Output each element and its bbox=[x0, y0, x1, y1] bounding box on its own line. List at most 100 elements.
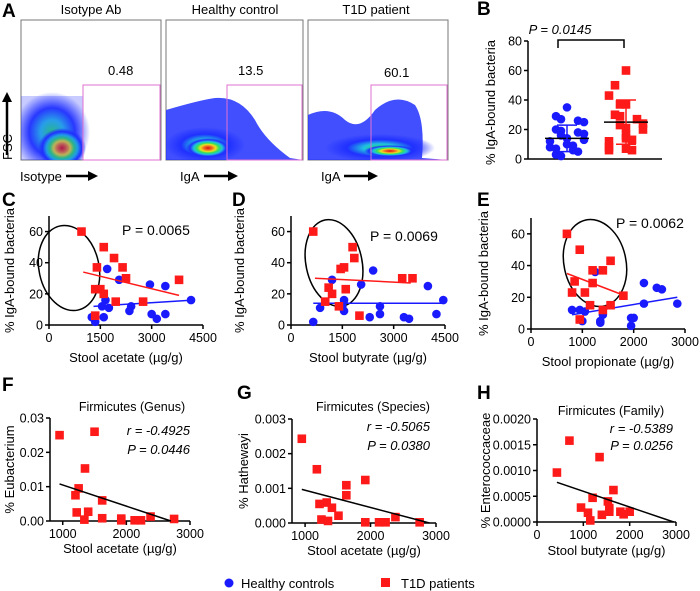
x-tick-label: 3000 bbox=[138, 331, 166, 345]
p-value: P = 0.0065 bbox=[122, 222, 190, 238]
t1d-point bbox=[355, 311, 364, 320]
t1d-point bbox=[361, 475, 370, 485]
t1d-point bbox=[638, 119, 648, 128]
y-tick-label: 20 bbox=[29, 287, 43, 301]
y-tick-label: 0 bbox=[36, 319, 43, 333]
fsc-axis-label: FSC bbox=[0, 92, 15, 160]
t1d-point bbox=[615, 120, 625, 130]
panel-label-f: F bbox=[2, 375, 14, 396]
y-tick-label: 60 bbox=[271, 225, 285, 239]
t1d-point bbox=[77, 227, 86, 236]
highlight-ellipse bbox=[37, 224, 101, 312]
healthy-point bbox=[375, 302, 385, 311]
t1d-point bbox=[317, 515, 326, 524]
t1d-point bbox=[598, 305, 608, 315]
t1d-point bbox=[169, 514, 179, 524]
t1d-point bbox=[588, 266, 597, 275]
t1d-point bbox=[297, 434, 307, 444]
y-tick-label: 0.003 bbox=[255, 413, 286, 427]
gate-percent: 60.1 bbox=[384, 65, 409, 80]
x-tick-label: 1500 bbox=[328, 331, 356, 345]
y-axis-label: % Eubacterium bbox=[2, 425, 17, 513]
t1d-point bbox=[116, 516, 126, 525]
gate bbox=[370, 84, 448, 161]
t1d-point bbox=[97, 496, 107, 505]
t1d-point bbox=[80, 464, 90, 473]
panel-e: E 0 20 40 60 0 1000 2000 3000 Stool propionate (… bbox=[476, 190, 699, 369]
x-tick-label: 1000 bbox=[569, 528, 597, 542]
healthy-point bbox=[567, 305, 577, 315]
x-axis-label: Stool butyrate (µg/g) bbox=[309, 350, 427, 365]
y-tick-label: 60 bbox=[29, 225, 43, 239]
flow-plot-healthy: Healthy control 13.5 IgA bbox=[165, 2, 304, 184]
x-tick-label: 1000 bbox=[568, 335, 596, 349]
t1d-point bbox=[342, 490, 351, 500]
t1d-point bbox=[99, 242, 109, 252]
t1d-point bbox=[606, 300, 615, 310]
y-tick-label: 60 bbox=[511, 227, 525, 241]
y-axis-label: % IgA-bound bacteria bbox=[483, 39, 498, 165]
significance-bracket bbox=[557, 39, 625, 48]
healthy-point bbox=[579, 117, 589, 127]
healthy-point bbox=[579, 135, 589, 145]
t1d-point bbox=[334, 302, 344, 311]
r-value: r = -0.5389 bbox=[610, 421, 673, 436]
healthy-point bbox=[639, 299, 649, 308]
x-tick-label: 0 bbox=[288, 331, 295, 345]
gate bbox=[82, 84, 161, 161]
gate-percent: 13.5 bbox=[238, 63, 263, 78]
x-tick-label: 0 bbox=[46, 331, 53, 345]
t1d-point bbox=[604, 137, 614, 146]
t1d-point bbox=[615, 100, 625, 109]
arrow-right-icon bbox=[368, 171, 378, 181]
t1d-point bbox=[604, 507, 614, 516]
x-axis-label: Stool butyrate (µg/g) bbox=[547, 543, 665, 558]
t1d-point bbox=[610, 110, 620, 120]
t1d-point bbox=[567, 288, 577, 297]
healthy-point bbox=[102, 264, 112, 274]
x-tick-label: 4500 bbox=[189, 331, 217, 345]
t1d-point bbox=[619, 291, 628, 300]
t1d-point bbox=[320, 297, 330, 306]
t1d-point bbox=[72, 508, 82, 517]
t1d-point bbox=[136, 516, 146, 525]
t1d-point bbox=[606, 256, 615, 266]
t1d-point bbox=[615, 111, 625, 121]
healthy-point bbox=[423, 281, 433, 291]
t1d-point bbox=[609, 485, 618, 495]
t1d-point bbox=[632, 114, 642, 124]
t1d-point bbox=[585, 300, 595, 310]
t1d-point bbox=[580, 288, 590, 297]
x-axis-label: Stool propionate (µg/g) bbox=[542, 354, 675, 369]
healthy-point bbox=[375, 309, 385, 319]
y-tick-label: 0.0020 bbox=[493, 413, 531, 427]
gate-percent: 0.48 bbox=[108, 63, 133, 78]
p-value: P = 0.0380 bbox=[367, 438, 431, 453]
t1d-point bbox=[610, 80, 620, 90]
t1d-point bbox=[621, 66, 631, 75]
healthy-point bbox=[356, 280, 366, 289]
panel-label-h: H bbox=[477, 383, 491, 404]
t1d-point bbox=[619, 509, 628, 519]
t1d-point bbox=[109, 253, 119, 263]
y-tick-label: 20 bbox=[271, 287, 285, 301]
y-tick-label: 0.01 bbox=[20, 480, 44, 494]
t1d-point bbox=[74, 484, 83, 493]
y-tick-label: 0.00 bbox=[20, 515, 44, 529]
t1d-point bbox=[415, 518, 424, 527]
x-tick-label: 2000 bbox=[620, 335, 648, 349]
t1d-point bbox=[585, 516, 595, 525]
y-tick-label: 0.0010 bbox=[493, 464, 531, 478]
t1d-marker-icon bbox=[381, 578, 390, 587]
t1d-point bbox=[99, 289, 109, 299]
y-tick-label: 0.001 bbox=[255, 482, 286, 496]
x-tick-label: 0 bbox=[534, 528, 541, 542]
flow-title: Isotype Ab bbox=[61, 2, 122, 17]
t1d-point bbox=[174, 275, 184, 285]
flow-plot-isotype: Isotype Ab 0.48 Isotype bbox=[20, 2, 162, 184]
x-tick-label: 1000 bbox=[49, 527, 77, 541]
t1d-point bbox=[308, 227, 318, 236]
healthy-marker-icon bbox=[224, 578, 234, 588]
